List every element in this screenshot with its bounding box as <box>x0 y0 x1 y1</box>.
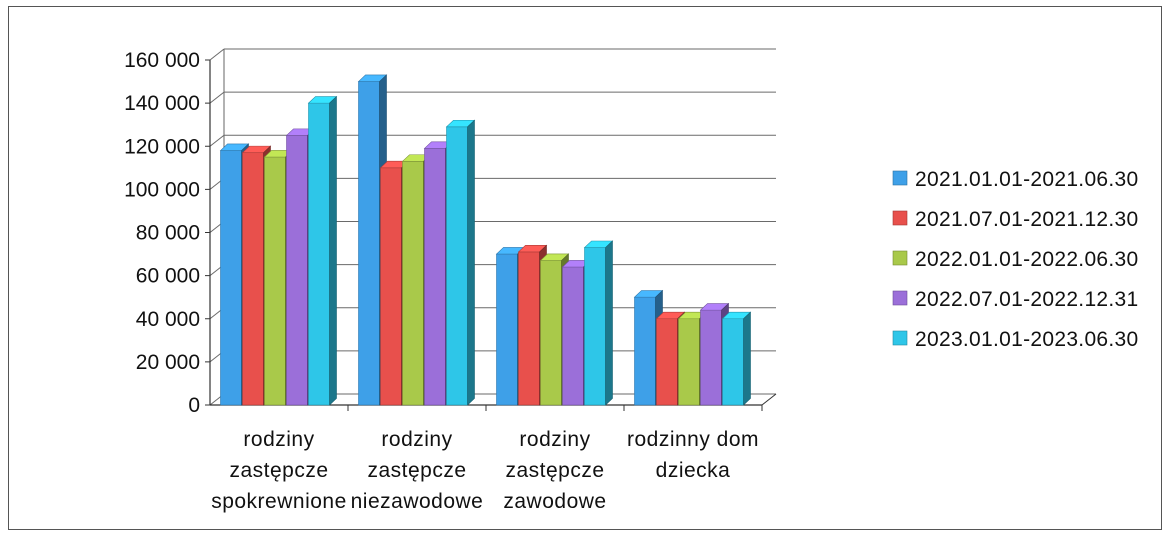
x-category-label: zastępcze <box>229 459 328 482</box>
y-tick-label: 0 <box>188 394 200 417</box>
bar-side <box>743 311 751 406</box>
x-category-label: rodziny <box>243 428 314 451</box>
floor-edge <box>761 393 777 406</box>
legend-label: 2022.01.01-2022.06.30 <box>915 248 1139 271</box>
y-tick-label: 60 000 <box>136 265 200 288</box>
x-category-label: spokrewnione <box>211 490 347 513</box>
bar <box>722 318 744 406</box>
bar <box>286 135 308 406</box>
chart-frame <box>8 6 1162 530</box>
bar <box>540 260 562 406</box>
x-category-label: zastępcze <box>367 459 466 482</box>
bar <box>358 81 380 406</box>
bar <box>496 253 518 406</box>
y-tick-label: 40 000 <box>136 308 200 331</box>
y-tick-label: 80 000 <box>136 222 200 245</box>
legend-label: 2023.01.01-2023.06.30 <box>915 328 1139 351</box>
bar <box>584 247 606 406</box>
gridline-side <box>209 134 225 147</box>
y-tick-label: 20 000 <box>136 351 200 374</box>
legend-swatch <box>892 170 908 186</box>
bar <box>308 102 330 406</box>
x-category-label: rodziny <box>519 428 590 451</box>
bar <box>242 152 264 406</box>
legend-label: 2022.07.01-2022.12.31 <box>915 288 1139 311</box>
legend-swatch <box>892 250 908 266</box>
bar-side <box>467 119 475 406</box>
bar-side <box>605 240 613 406</box>
bar-side <box>329 95 337 406</box>
legend-label: 2021.01.01-2021.06.30 <box>915 168 1139 191</box>
legend-swatch <box>892 330 908 346</box>
bars <box>219 74 752 406</box>
y-tick-label: 100 000 <box>124 178 200 201</box>
bar <box>678 318 700 406</box>
bar <box>424 148 446 406</box>
bar <box>220 150 242 406</box>
x-category-label: zawodowe <box>503 490 606 513</box>
x-category-label: rodziny <box>381 428 452 451</box>
legend-label: 2021.07.01-2021.12.30 <box>915 208 1139 231</box>
legend: 2021.01.01-2021.06.30 2021.07.01-2021.12.… <box>892 168 1139 351</box>
legend-swatch <box>892 290 908 306</box>
bar <box>700 309 722 406</box>
y-tick-label: 140 000 <box>124 92 200 115</box>
bar <box>380 167 402 406</box>
gridline-side <box>209 48 225 61</box>
bar <box>402 161 424 406</box>
x-category-label: dziecka <box>656 459 731 482</box>
bar <box>518 251 540 406</box>
bar <box>656 318 678 406</box>
bar <box>264 156 286 406</box>
gridline-side <box>209 91 225 104</box>
x-category-label: rodzinny dom <box>627 428 759 451</box>
y-tick-label: 120 000 <box>124 135 200 158</box>
legend-swatch <box>892 210 908 226</box>
bar <box>634 296 656 406</box>
bar <box>562 266 584 406</box>
x-category-label: niezawodowe <box>351 490 484 513</box>
x-category-label: zastępcze <box>505 459 604 482</box>
bar <box>446 126 468 406</box>
y-tick-label: 160 000 <box>124 49 200 72</box>
